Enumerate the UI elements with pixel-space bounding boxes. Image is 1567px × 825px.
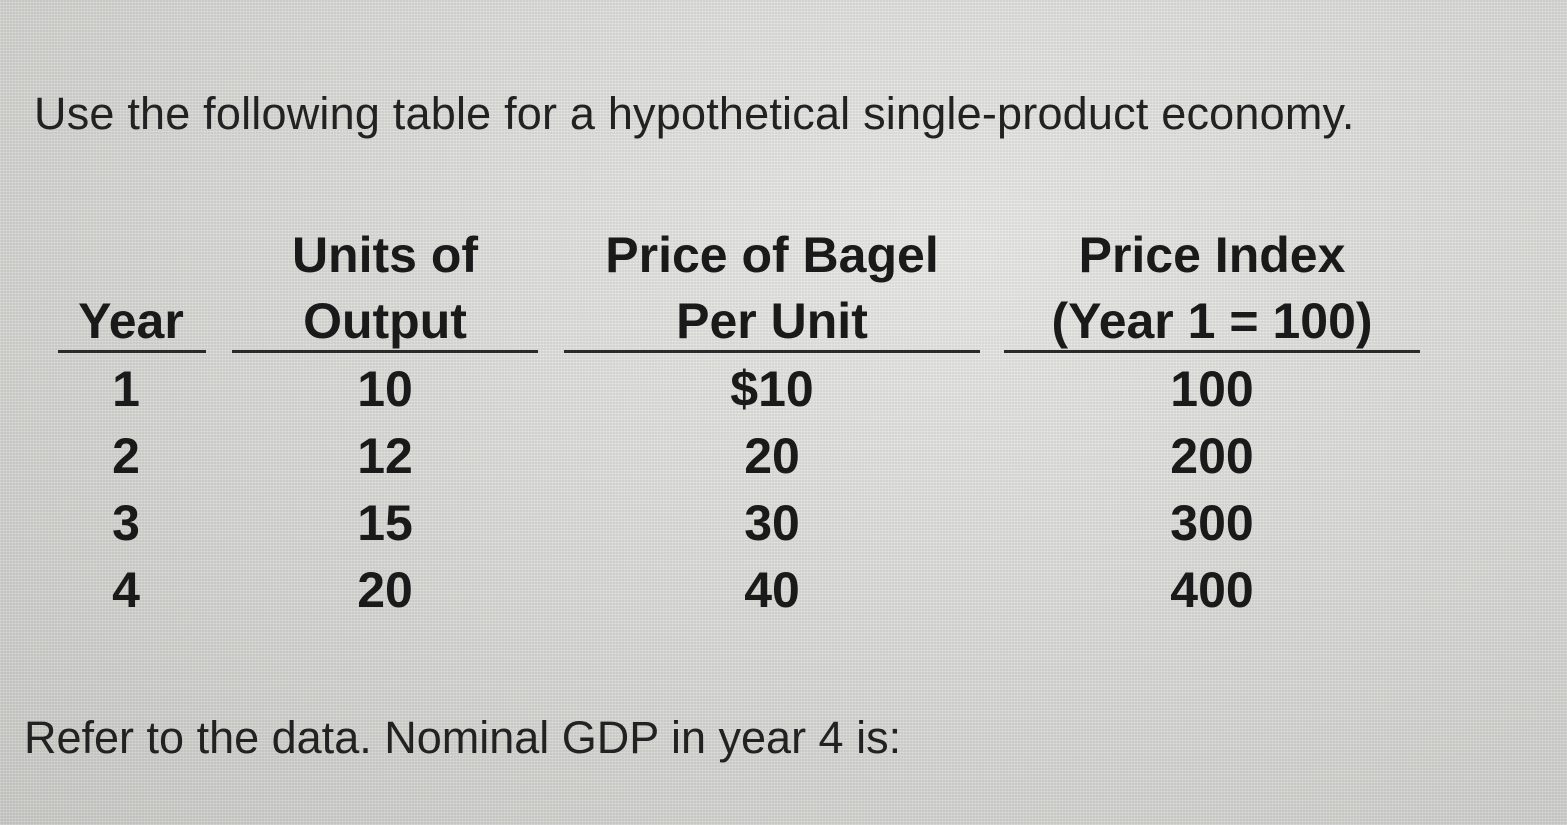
header-rule-index: [1004, 350, 1420, 353]
header-units-line-1: Units of: [291, 227, 479, 283]
table-cell-units: 15: [357, 495, 413, 551]
header-rule-price: [564, 350, 980, 353]
header-price-line-2: Per Unit: [676, 293, 868, 349]
table-cell-price: $10: [730, 361, 814, 417]
table-cell-units: 20: [357, 562, 413, 618]
table-cell-index: 200: [1170, 428, 1254, 484]
header-rule-year: [58, 350, 206, 353]
header-year: Year: [56, 222, 206, 354]
header-price-line-1: Price of Bagel: [605, 227, 939, 283]
header-price-of-bagel: Price of Bagel Per Unit: [564, 222, 980, 354]
table-cell-price: 20: [744, 428, 800, 484]
header-rule-units: [232, 350, 538, 353]
table-cell-index: 300: [1170, 495, 1254, 551]
header-year-line-1: [56, 222, 206, 288]
header-price-index: Price Index (Year 1 = 100): [1004, 222, 1420, 354]
table-cell-year: 2: [112, 428, 140, 484]
table-cell-price: 30: [744, 495, 800, 551]
table-cell-index: 400: [1170, 562, 1254, 618]
question-text: Refer to the data. Nominal GDP in year 4…: [24, 712, 902, 763]
table-cell-units: 10: [357, 361, 413, 417]
intro-text: Use the following table for a hypothetic…: [34, 88, 1355, 139]
header-index-line-2: (Year 1 = 100): [1051, 293, 1373, 349]
table-cell-price: 40: [744, 562, 800, 618]
header-units-line-2: Output: [303, 293, 467, 349]
table-cell-units: 12: [357, 428, 413, 484]
header-index-line-1: Price Index: [1078, 227, 1346, 283]
table-cell-index: 100: [1170, 361, 1254, 417]
header-units-of-output: Units of Output: [232, 222, 538, 354]
header-year-line-2: Year: [78, 293, 184, 349]
table-cell-year: 3: [112, 495, 140, 551]
table-cell-year: 4: [112, 562, 140, 618]
table-cell-year: 1: [112, 361, 140, 417]
